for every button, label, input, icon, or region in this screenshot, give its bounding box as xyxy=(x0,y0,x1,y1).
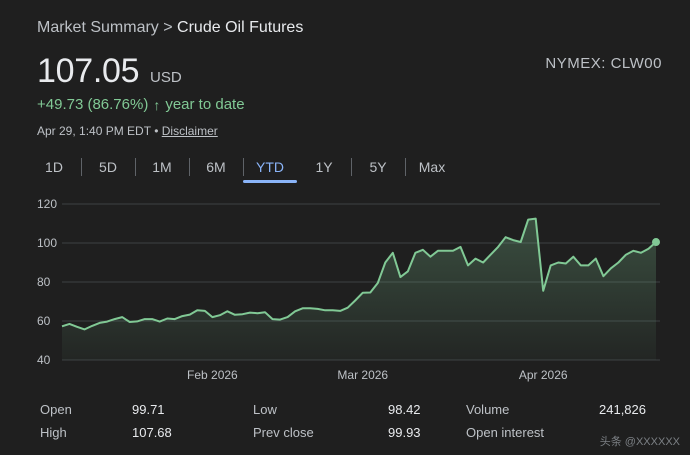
stat-label-prev-close: Prev close xyxy=(253,425,314,440)
stat-label-high: High xyxy=(40,425,67,440)
quote-timestamp: Apr 29, 1:40 PM EDT xyxy=(37,124,151,138)
y-tick-label: 120 xyxy=(37,197,57,211)
timestamp-separator: • xyxy=(154,124,159,138)
breadcrumb-separator: > xyxy=(163,19,173,36)
tab-ytd[interactable]: YTD xyxy=(243,154,297,183)
stat-value-volume: 241,826 xyxy=(599,402,646,417)
tab-1d[interactable]: 1D xyxy=(45,159,63,175)
price-chart[interactable]: 40 60 80 100 120 Feb 2026 Mar 2026 Apr 2026 xyxy=(0,190,690,386)
tab-1m[interactable]: 1M xyxy=(135,154,189,180)
stats-row: High 107.68 Prev close 99.93 Open intere… xyxy=(40,425,660,448)
stat-value-low: 98.42 xyxy=(388,402,421,417)
watermark: 头条 @XXXXXX xyxy=(599,436,680,448)
exchange-ticker: NYMEX: CLW00 xyxy=(545,55,662,72)
y-tick-label: 60 xyxy=(37,314,51,328)
breadcrumb-parent[interactable]: Market Summary xyxy=(37,19,159,36)
breadcrumb-current: Crude Oil Futures xyxy=(177,19,304,36)
quote-timestamp-row: Apr 29, 1:40 PM EDT • Disclaimer xyxy=(37,124,218,138)
price-area-fill xyxy=(62,218,656,360)
price-line xyxy=(61,217,657,331)
stat-label-open-interest: Open interest xyxy=(466,425,545,440)
tab-1y[interactable]: 1Y xyxy=(315,159,333,175)
stats-grid: Open 99.71 Low 98.42 Volume 241,826 High… xyxy=(40,402,660,448)
tab-6m[interactable]: 6M xyxy=(189,154,243,180)
y-tick-label: 40 xyxy=(37,353,51,367)
x-tick-label: Mar 2026 xyxy=(337,368,388,382)
change-value: +49.73 (86.76%) xyxy=(37,96,149,113)
stat-value-open: 99.71 xyxy=(132,402,165,417)
tab-5d[interactable]: 5D xyxy=(81,154,135,180)
stat-label-open: Open xyxy=(40,402,72,417)
y-tick-label: 100 xyxy=(37,236,57,250)
stat-label-volume: Volume xyxy=(466,402,510,417)
stat-value-high: 107.68 xyxy=(132,425,172,440)
currency-label: USD xyxy=(150,69,182,86)
disclaimer-link[interactable]: Disclaimer xyxy=(161,124,218,138)
change-period: year to date xyxy=(165,96,245,113)
price-change: +49.73 (86.76%) ↑ year to date xyxy=(37,96,245,113)
x-tick-label: Feb 2026 xyxy=(187,368,238,382)
tab-max[interactable]: Max xyxy=(405,154,459,180)
current-price: 107.05 xyxy=(37,52,140,90)
stat-value-prev-close: 99.93 xyxy=(388,425,421,440)
stat-label-low: Low xyxy=(253,402,277,417)
x-tick-label: Apr 2026 xyxy=(519,368,568,382)
current-price-dot xyxy=(652,238,660,247)
tab-5y[interactable]: 5Y xyxy=(351,154,405,180)
breadcrumb: Market Summary > Crude Oil Futures xyxy=(37,19,303,37)
arrow-up-icon: ↑ xyxy=(153,96,161,113)
time-range-tabs: 1D 5D 1M 6M YTD 1Y 5Y Max xyxy=(27,154,459,183)
y-tick-label: 80 xyxy=(37,275,51,289)
stats-row: Open 99.71 Low 98.42 Volume 241,826 xyxy=(40,402,660,425)
